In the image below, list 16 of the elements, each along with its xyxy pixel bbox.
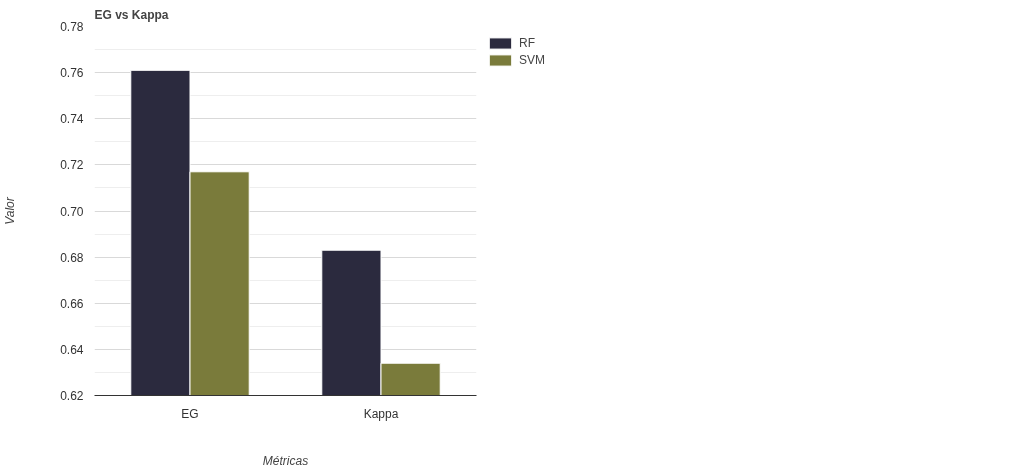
y-tick-label: 0.78 [60,20,84,34]
x-tick-label: Kappa [363,406,399,421]
y-tick-label: 0.64 [60,342,84,357]
y-tick-label: 0.74 [60,112,84,127]
y-tick-label: 0.72 [60,158,84,173]
y-tick-label: 0.68 [60,250,84,265]
legend-label: RF [519,36,536,50]
y-tick-label: 0.62 [60,389,84,403]
y-tick-label: 0.70 [60,204,84,219]
chart-title: EG vs Kappa [94,7,169,22]
legend-label: SVM [519,53,546,67]
x-axis-title: Métricas [262,453,309,468]
y-tick-label: 0.66 [60,296,84,311]
y-axis-title: Valor [3,196,18,225]
x-tick-label: EG [181,406,199,421]
y-tick-label: 0.76 [60,66,84,81]
